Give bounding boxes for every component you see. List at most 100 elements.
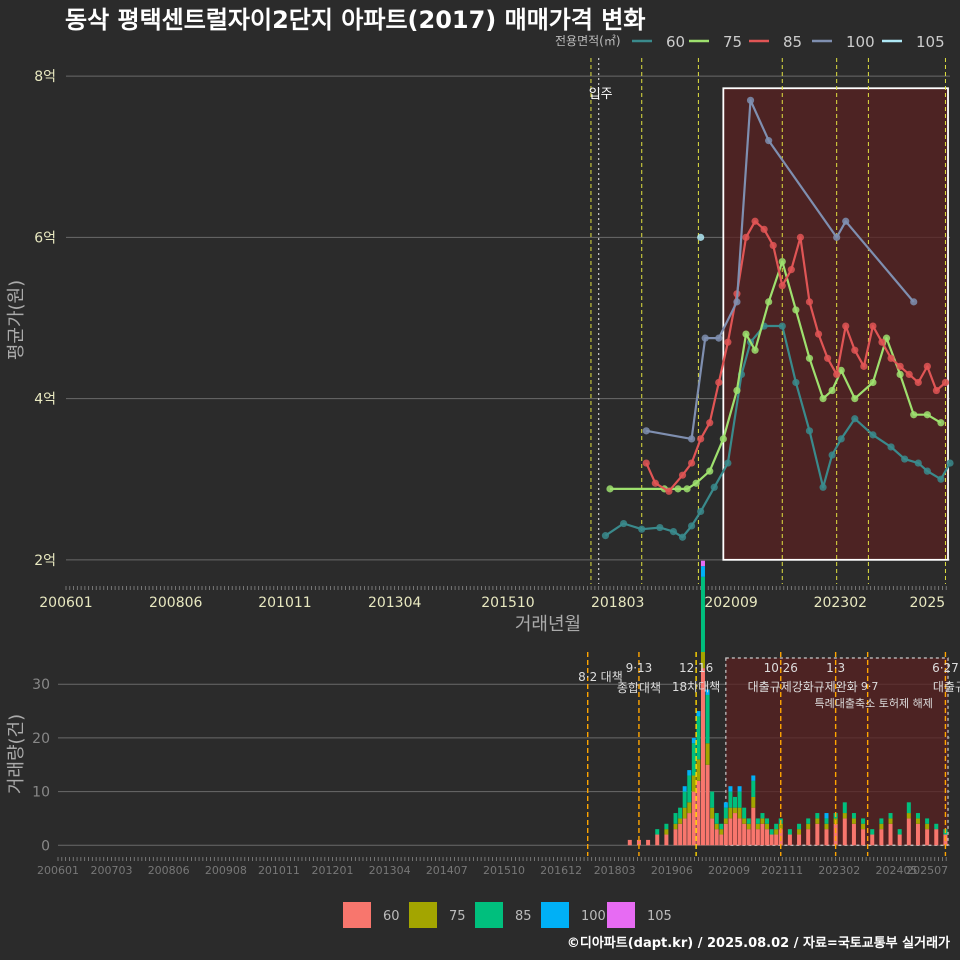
data-point-85 — [769, 241, 777, 250]
volume-bar-75 — [842, 813, 847, 819]
volume-bar-75 — [751, 796, 756, 808]
data-point-85 — [778, 282, 786, 290]
volume-bar-85 — [700, 576, 705, 652]
volume-bar-60 — [760, 823, 765, 846]
vol-y-axis-title: 거래량(건) — [6, 714, 27, 794]
volume-bar-85 — [673, 813, 678, 824]
volume-bar-60 — [682, 818, 687, 846]
data-point-85 — [796, 233, 805, 241]
volume-bar-100 — [696, 711, 701, 717]
main-price-chart: 2억 4억 6억 8억 200601 200806 201011 201304 201510 20… — [6, 58, 954, 635]
legend-bottom-item: 105 — [647, 909, 672, 924]
volume-chart: 0 10 20 30 200601 200703 200806 200908 201011 201… — [6, 560, 960, 877]
volume-bar-100 — [691, 737, 696, 744]
y-tick-label: 8억 — [34, 69, 56, 85]
volume-bar-75 — [742, 818, 747, 824]
volume-bar-85 — [751, 780, 756, 797]
volume-bar-85 — [746, 818, 751, 824]
volume-bar-60 — [646, 839, 651, 846]
volume-bar-60 — [824, 829, 829, 846]
data-point-100 — [842, 217, 850, 225]
legend-bottom-item: 75 — [449, 909, 466, 924]
data-point-75 — [706, 467, 714, 475]
data-point-100 — [701, 334, 709, 342]
vol-y-tick-label: 0 — [41, 838, 50, 854]
data-point-60 — [792, 378, 800, 387]
volume-bar-60 — [673, 829, 678, 846]
volume-bar-60 — [710, 818, 715, 846]
volume-bar-75 — [710, 807, 715, 819]
volume-bar-85 — [870, 829, 875, 835]
volume-bar-75 — [714, 823, 719, 830]
data-point-85 — [887, 354, 895, 362]
volume-bar-75 — [723, 818, 728, 824]
volume-bar-60 — [787, 834, 792, 846]
data-point-85 — [941, 378, 950, 387]
vol-y-tick-label: 30 — [32, 677, 50, 693]
data-point-75 — [719, 435, 727, 443]
volume-bar-75 — [746, 823, 751, 830]
volume-bar-60 — [765, 829, 770, 846]
data-point-85 — [724, 338, 732, 346]
data-point-60 — [656, 523, 664, 532]
volume-bar-60 — [627, 839, 632, 846]
volume-bar-60 — [870, 834, 875, 846]
volume-bar-75 — [806, 823, 811, 830]
volume-bar-100 — [728, 786, 733, 792]
vol-x-tick-label: 201612 — [540, 864, 582, 877]
volume-bar-85 — [737, 791, 742, 808]
volume-bar-85 — [934, 823, 939, 830]
volume-bar-75 — [925, 823, 930, 830]
legend-top-item: 105 — [916, 33, 945, 51]
data-point-75 — [819, 394, 827, 403]
volume-bar-75 — [851, 818, 856, 824]
data-point-85 — [914, 378, 922, 387]
legend-bottom-swatch — [343, 902, 371, 928]
volume-bar-85 — [861, 818, 866, 824]
volume-bar-60 — [915, 823, 920, 846]
y-tick-label: 6억 — [34, 230, 56, 246]
volume-bar-60 — [934, 829, 939, 846]
volume-bar-75 — [765, 823, 770, 830]
policy-label: 대책 — [601, 669, 623, 684]
volume-bar-60 — [664, 834, 669, 846]
x-tick-label: 201510 — [481, 595, 534, 611]
data-point-75 — [805, 354, 814, 362]
volume-bar-85 — [774, 823, 779, 830]
legend-top-item: 85 — [783, 33, 802, 51]
volume-bar-60 — [769, 834, 774, 846]
vol-y-tick-label: 10 — [32, 785, 50, 801]
vol-x-tick-label: 201011 — [258, 864, 300, 877]
data-point-60 — [819, 483, 827, 491]
volume-bar-60 — [687, 813, 692, 846]
volume-bar-75 — [664, 829, 669, 835]
volume-bar-85 — [755, 818, 760, 824]
x-tick-label: 202009 — [704, 595, 757, 611]
volume-bar-60 — [696, 780, 701, 846]
volume-bar-85 — [723, 807, 728, 819]
vol-x-tick-label: 202009 — [708, 864, 750, 877]
volume-bar-75 — [719, 829, 724, 835]
data-point-85 — [932, 386, 941, 395]
volume-bar-85 — [733, 796, 738, 808]
vol-x-tick-label: 201201 — [311, 864, 353, 877]
policy-label: 대출규 — [933, 680, 960, 694]
data-point-60 — [946, 459, 954, 467]
data-point-85 — [742, 233, 750, 241]
volume-bar-100 — [751, 775, 756, 781]
legend-bottom-item: 60 — [383, 909, 400, 924]
data-point-85 — [642, 459, 650, 467]
data-point-75 — [792, 306, 800, 314]
data-point-75 — [733, 386, 741, 395]
highlight-box — [722, 87, 949, 561]
data-point-60 — [805, 427, 814, 435]
data-point-60 — [923, 467, 931, 475]
data-point-100 — [733, 298, 741, 306]
volume-bar-60 — [897, 834, 902, 846]
volume-bar-85 — [888, 813, 893, 819]
x-tick-label: 201304 — [368, 595, 422, 611]
volume-bar-85 — [842, 802, 847, 814]
volume-bar-85 — [879, 818, 884, 824]
data-point-100 — [833, 233, 841, 241]
data-point-60 — [869, 431, 877, 439]
